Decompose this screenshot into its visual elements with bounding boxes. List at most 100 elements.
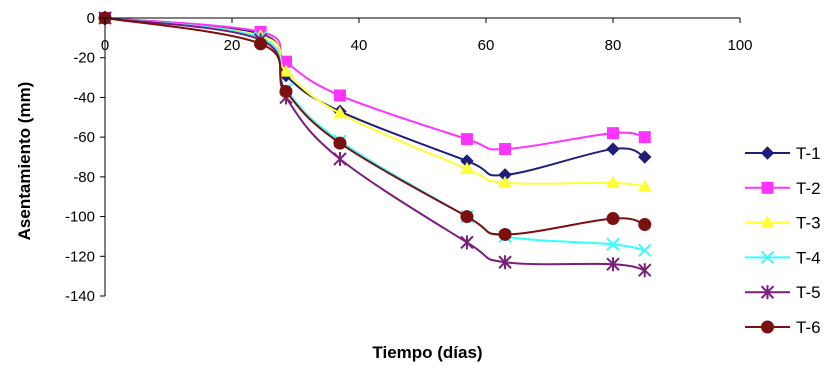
series-t-5 bbox=[98, 11, 652, 278]
marker-square bbox=[761, 181, 774, 194]
data-point-t-5 bbox=[638, 263, 652, 278]
x-tick-label: 60 bbox=[478, 37, 495, 54]
legend-marker-t-1 bbox=[760, 146, 775, 160]
marker-circle bbox=[606, 212, 620, 226]
series-t-1 bbox=[98, 11, 652, 182]
marker-square bbox=[460, 133, 473, 146]
data-point-t-5 bbox=[460, 235, 474, 250]
marker-triangle bbox=[606, 175, 620, 188]
data-point-t-1 bbox=[638, 150, 652, 164]
y-tick-label: -80 bbox=[73, 169, 95, 186]
legend-marker-t-2 bbox=[761, 181, 774, 194]
data-point-t-2 bbox=[607, 127, 619, 140]
y-tick-label: -20 bbox=[73, 50, 95, 67]
y-axis-title: Asentamiento (mm) bbox=[15, 82, 34, 241]
y-tick-label: -120 bbox=[65, 248, 95, 265]
series-t-2 bbox=[99, 12, 651, 156]
marker-square bbox=[279, 55, 292, 68]
series-t-4 bbox=[98, 11, 652, 258]
marker-square bbox=[638, 131, 651, 144]
axis-layer: 0 20 40 60 80 100 0 -20 -40 -60 -80 -100 -120 -140 bbox=[65, 10, 753, 305]
marker-x-stroke bbox=[606, 237, 620, 252]
series-layer bbox=[98, 11, 652, 278]
marker-circle bbox=[279, 84, 293, 98]
legend-label-t-5: T-5 bbox=[796, 283, 821, 302]
data-point-t-2 bbox=[333, 89, 346, 102]
legend-marker-t-6 bbox=[761, 320, 774, 334]
legend-marker-t-3 bbox=[760, 215, 775, 228]
legend-label-t-4: T-4 bbox=[796, 248, 821, 267]
data-point-t-3 bbox=[606, 175, 620, 188]
marker-x-stroke bbox=[638, 243, 652, 258]
marker-circle bbox=[498, 227, 512, 241]
data-point-t-6 bbox=[279, 84, 293, 98]
data-point-t-6 bbox=[638, 218, 652, 232]
data-point-t-6 bbox=[333, 136, 347, 150]
data-point-t-3 bbox=[498, 175, 513, 188]
data-point-t-5 bbox=[333, 151, 347, 166]
data-point-t-5 bbox=[498, 255, 512, 270]
x-tick-label: 0 bbox=[101, 37, 109, 54]
data-point-t-6 bbox=[498, 227, 512, 241]
marker-triangle bbox=[760, 215, 775, 228]
legend: T-1 T-2 T-3 T-4 T-5 T-6 bbox=[745, 144, 821, 337]
legend-label-t-1: T-1 bbox=[796, 144, 821, 163]
legend-item-t-4: T-4 bbox=[745, 248, 821, 267]
data-point-t-4 bbox=[638, 243, 652, 258]
legend-item-t-1: T-1 bbox=[745, 144, 821, 163]
marker-triangle bbox=[278, 64, 293, 77]
data-point-t-5 bbox=[606, 257, 620, 272]
data-point-t-3 bbox=[637, 179, 652, 192]
legend-item-t-2: T-2 bbox=[745, 179, 821, 198]
marker-triangle bbox=[637, 179, 652, 192]
legend-item-t-3: T-3 bbox=[745, 214, 821, 233]
x-tick-label: 40 bbox=[351, 37, 368, 54]
marker-square bbox=[607, 127, 619, 140]
series-t-6 bbox=[98, 11, 652, 241]
legend-label-t-3: T-3 bbox=[796, 214, 821, 233]
x-tick-label: 100 bbox=[727, 37, 752, 54]
data-point-t-1 bbox=[606, 142, 620, 156]
legend-marker-t-4 bbox=[760, 250, 775, 265]
data-point-t-2 bbox=[499, 143, 512, 156]
x-tick-label: 20 bbox=[224, 37, 241, 54]
legend-item-t-6: T-6 bbox=[745, 318, 821, 337]
data-point-t-3 bbox=[332, 106, 347, 119]
legend-label-t-2: T-2 bbox=[796, 179, 821, 198]
legend-label-t-6: T-6 bbox=[796, 318, 821, 337]
marker-diamond bbox=[760, 146, 775, 160]
series-line-t-5 bbox=[104, 17, 645, 272]
y-tick-label: -60 bbox=[73, 129, 95, 146]
marker-triangle bbox=[459, 161, 474, 174]
legend-item-t-5: T-5 bbox=[745, 283, 821, 302]
x-axis-title: Tiempo (días) bbox=[372, 343, 482, 362]
marker-square bbox=[499, 143, 512, 156]
marker-circle bbox=[638, 218, 652, 232]
data-point-t-6 bbox=[460, 210, 474, 224]
data-point-t-3 bbox=[459, 161, 474, 174]
marker-circle bbox=[254, 37, 268, 51]
data-point-t-2 bbox=[638, 131, 651, 144]
y-tick-label: 0 bbox=[87, 10, 95, 27]
y-tick-label: -100 bbox=[65, 209, 95, 226]
data-point-t-6 bbox=[254, 37, 268, 51]
marker-x-stroke bbox=[760, 250, 775, 265]
data-point-t-4 bbox=[606, 237, 620, 252]
data-point-t-2 bbox=[279, 55, 292, 68]
marker-circle bbox=[460, 210, 474, 224]
series-line-t-4 bbox=[104, 17, 645, 252]
data-point-t-3 bbox=[278, 64, 293, 77]
y-tick-label: -40 bbox=[73, 89, 95, 106]
marker-diamond bbox=[606, 142, 620, 156]
series-line-t-1 bbox=[104, 17, 646, 177]
x-tick-label: 80 bbox=[605, 37, 622, 54]
data-point-t-6 bbox=[606, 212, 620, 226]
marker-circle bbox=[333, 136, 347, 150]
marker-triangle bbox=[498, 175, 513, 188]
data-point-t-2 bbox=[460, 133, 473, 146]
legend-marker-t-5 bbox=[760, 285, 775, 300]
marker-circle bbox=[761, 320, 774, 334]
marker-diamond bbox=[638, 150, 652, 164]
y-tick-label: -140 bbox=[65, 288, 95, 305]
